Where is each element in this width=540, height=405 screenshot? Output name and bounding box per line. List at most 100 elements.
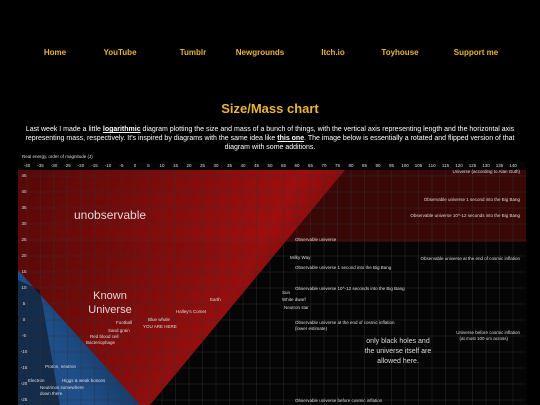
chart-annotation: Sun [282, 290, 291, 295]
chart-annotation: Halley's Comet [176, 309, 207, 314]
x-tick-label: -30 [51, 163, 58, 168]
x-tick-label: 35 [227, 163, 233, 168]
nav-link[interactable]: Support me [453, 48, 499, 57]
text: . The image below is essentially a rotat… [224, 135, 515, 151]
x-tick-label: -25 [64, 163, 71, 168]
chart-annotation: (lower estimate) [295, 326, 328, 331]
x-tick-label: 65 [308, 163, 314, 168]
y-tick-label: 15 [21, 269, 27, 274]
chart-annotation: Observable universe at the end of cosmic… [420, 256, 520, 261]
chart-annotation: Observable universe 1 second into the Bi… [424, 197, 521, 202]
x-tick-label: 130 [482, 163, 490, 168]
region [18, 170, 345, 405]
x-tick-label: -20 [78, 163, 85, 168]
chart-annotation: Observable universe [295, 237, 337, 242]
chart-annotation: Proton, neutron [45, 364, 77, 369]
chart-annotation: White dwarf [282, 297, 307, 302]
chart-annotation: Universe [88, 304, 131, 316]
y-tick-label: -15 [21, 365, 28, 370]
x-tick-label: 25 [200, 163, 206, 168]
chart-annotation: Milky Way [290, 255, 311, 260]
chart-annotation: Known [93, 290, 127, 302]
y-tick-label: -20 [21, 381, 28, 386]
chart-annotation: (at most 100 um across) [459, 336, 508, 341]
y-tick-label: -5 [22, 333, 26, 338]
y-tick-label: 45 [21, 173, 27, 178]
nav-link[interactable]: Newgrounds [235, 48, 285, 57]
chart-annotation: Blue whale [148, 317, 171, 322]
chart-annotation: Observable universe 1 second into the Bi… [295, 265, 392, 270]
x-tick-label: -5 [119, 163, 123, 168]
chart-annotation: Red blood cell [90, 334, 119, 339]
y-tick-label: 40 [21, 189, 27, 194]
intro-text: Last week I made a little logarithmic di… [14, 125, 526, 152]
chart-annotation: Sand grain [108, 328, 130, 333]
x-tick-label: 55 [281, 163, 287, 168]
chart-annotation: the universe itself are [365, 348, 432, 355]
axis-header: Real energy, order of magnitude (J) [22, 154, 93, 159]
x-tick-label: -35 [37, 163, 44, 168]
x-tick-label: 70 [321, 163, 327, 168]
chart-annotation: down there [40, 391, 63, 396]
x-tick-label: 80 [348, 163, 354, 168]
text: diagram plotting the size and mass of a … [25, 126, 515, 142]
x-tick-label: -15 [91, 163, 98, 168]
x-tick-label: 135 [496, 163, 504, 168]
y-tick-label: 25 [21, 237, 27, 242]
chart-annotation: Observable universe 10^-12 seconds into … [410, 213, 520, 218]
nav-link[interactable]: Home [43, 48, 67, 57]
x-tick-label: 50 [267, 163, 273, 168]
x-tick-label: 95 [389, 163, 395, 168]
chart-annotation: Observable universe before cosmic inflat… [295, 398, 383, 403]
y-tick-label: 20 [21, 253, 27, 258]
x-tick-label: 75 [335, 163, 341, 168]
nav-link[interactable]: Tumblr [179, 48, 207, 57]
chart-annotation: Universe (according to Alan Guth) [452, 169, 520, 174]
y-tick-label: 0 [23, 317, 26, 322]
page-title: Size/Mass chart [221, 101, 319, 116]
x-tick-label: 60 [294, 163, 300, 168]
x-tick-label: -10 [105, 163, 112, 168]
chart-annotation: Neutron star [284, 305, 309, 310]
x-tick-label: 125 [469, 163, 477, 168]
region [18, 280, 60, 405]
nav-link[interactable]: YouTube [103, 48, 137, 57]
x-tick-label: 45 [254, 163, 260, 168]
nav-link[interactable]: Toyhouse [381, 48, 419, 57]
link[interactable]: this one [277, 135, 305, 142]
nav-link[interactable]: Itch.io [321, 48, 345, 57]
link[interactable]: logarithmic [102, 126, 141, 133]
x-tick-label: 10 [159, 163, 165, 168]
y-tick-label: 35 [21, 205, 27, 210]
x-tick-label: 40 [240, 163, 246, 168]
y-tick-label: -10 [21, 349, 28, 354]
chart-annotation: Observable universe at the end of cosmic… [295, 320, 395, 325]
x-tick-label: 30 [213, 163, 219, 168]
x-tick-label: 140 [509, 163, 517, 168]
chart-annotation: Observable universe 10^-12 seconds into … [295, 286, 405, 291]
x-tick-label: 20 [186, 163, 192, 168]
chart-annotation: Electron [28, 378, 45, 383]
chart-annotation: Neutrinos somewhere [40, 385, 84, 390]
chart-annotation: YOU ARE HERE [143, 324, 177, 329]
x-tick-label: 0 [134, 163, 137, 168]
chart-annotation: Bacteriophage [86, 340, 116, 345]
chart-annotation: Football [116, 320, 132, 325]
x-tick-label: 85 [362, 163, 368, 168]
y-tick-label: -25 [21, 397, 28, 402]
text: Last week I made a little [25, 126, 103, 133]
x-tick-label: 105 [415, 163, 423, 168]
chart-annotation: unobservable [74, 208, 146, 222]
x-tick-label: 90 [375, 163, 381, 168]
x-tick-label: 115 [442, 163, 450, 168]
x-tick-label: 5 [147, 163, 150, 168]
y-tick-label: 10 [21, 285, 27, 290]
chart-annotation: Universe before cosmic inflation [456, 330, 520, 335]
y-tick-label: 5 [23, 301, 26, 306]
chart-annotation: Earth [210, 297, 221, 302]
x-tick-label: 100 [401, 163, 409, 168]
y-tick-label: 30 [21, 221, 27, 226]
x-tick-label: 15 [173, 163, 179, 168]
